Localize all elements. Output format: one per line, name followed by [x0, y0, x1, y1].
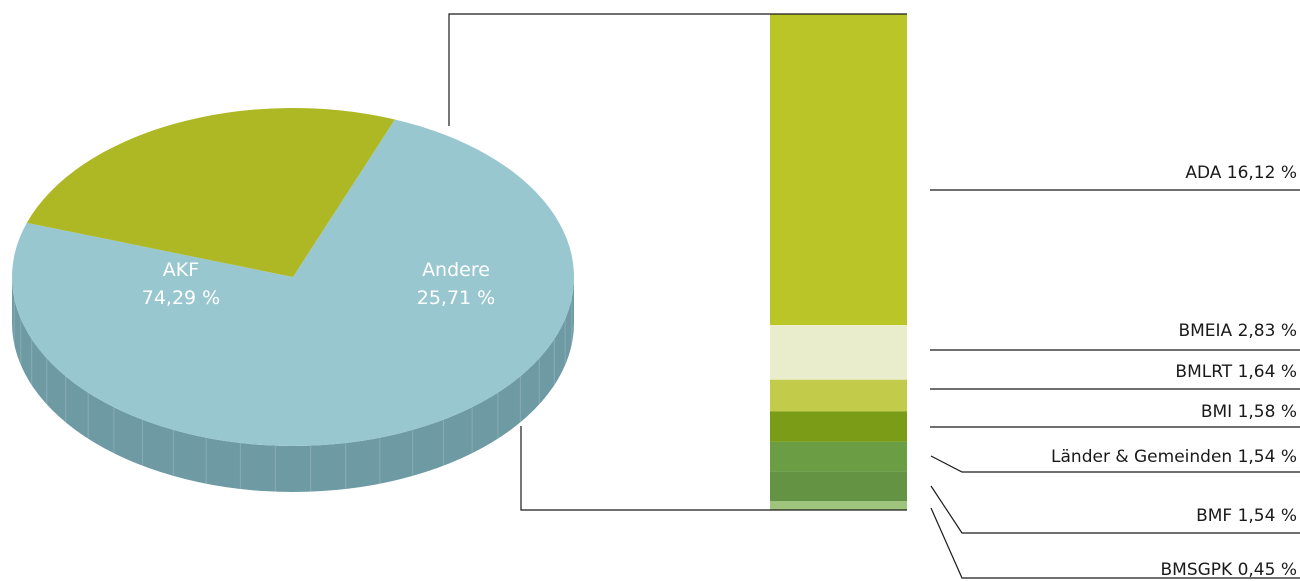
- bar-label-bmsgpk: BMSGPK 0,45 %: [1160, 560, 1297, 580]
- bar-segment-bmf: [770, 471, 907, 502]
- leader-line-bent-1: [930, 485, 1300, 534]
- connector-lines: [448, 13, 907, 511]
- pie-3d-side: [12, 277, 574, 492]
- bar-segment-bmsgpk: [770, 501, 907, 510]
- bar-segment-ada: [770, 14, 907, 326]
- bar-label-ada: ADA 16,12 %: [1185, 163, 1297, 183]
- bar-label-bmf: BMF 1,54 %: [1196, 506, 1297, 526]
- bar-label-laender-gemeinden: Länder & Gemeinden 1,54 %: [1051, 447, 1297, 467]
- bar-segment-l-nder-gemeinden: [770, 441, 907, 472]
- bar-segment-bmeia: [770, 325, 907, 380]
- pie-label-andere-value: 25,71 %: [417, 287, 496, 309]
- pie-label-andere-name: Andere: [422, 259, 490, 281]
- pie-slice-akf: [11, 119, 574, 446]
- bar-segment-bmlrt: [770, 379, 907, 412]
- pie-label-akf-name: AKF: [163, 259, 199, 281]
- bar-segment-bmi: [770, 411, 907, 442]
- bar-leader-lines: [930, 189, 1300, 579]
- leader-line-bent-0: [930, 455, 1300, 473]
- bar-label-bmi: BMI 1,58 %: [1201, 402, 1297, 422]
- pie-slice-andere: [26, 108, 395, 277]
- connector-bottom: [520, 426, 907, 511]
- connector-top: [448, 13, 907, 126]
- bar-label-bmlrt: BMLRT 1,64 %: [1175, 362, 1297, 382]
- pie-side-akf-0: [12, 277, 574, 492]
- leader-line-bent-2: [930, 507, 1300, 579]
- pie-label-akf-value: 74,29 %: [142, 287, 221, 309]
- stacked-bar: [770, 14, 907, 510]
- bar-label-bmeia: BMEIA 2,83 %: [1178, 321, 1297, 341]
- pie-top: [11, 108, 574, 446]
